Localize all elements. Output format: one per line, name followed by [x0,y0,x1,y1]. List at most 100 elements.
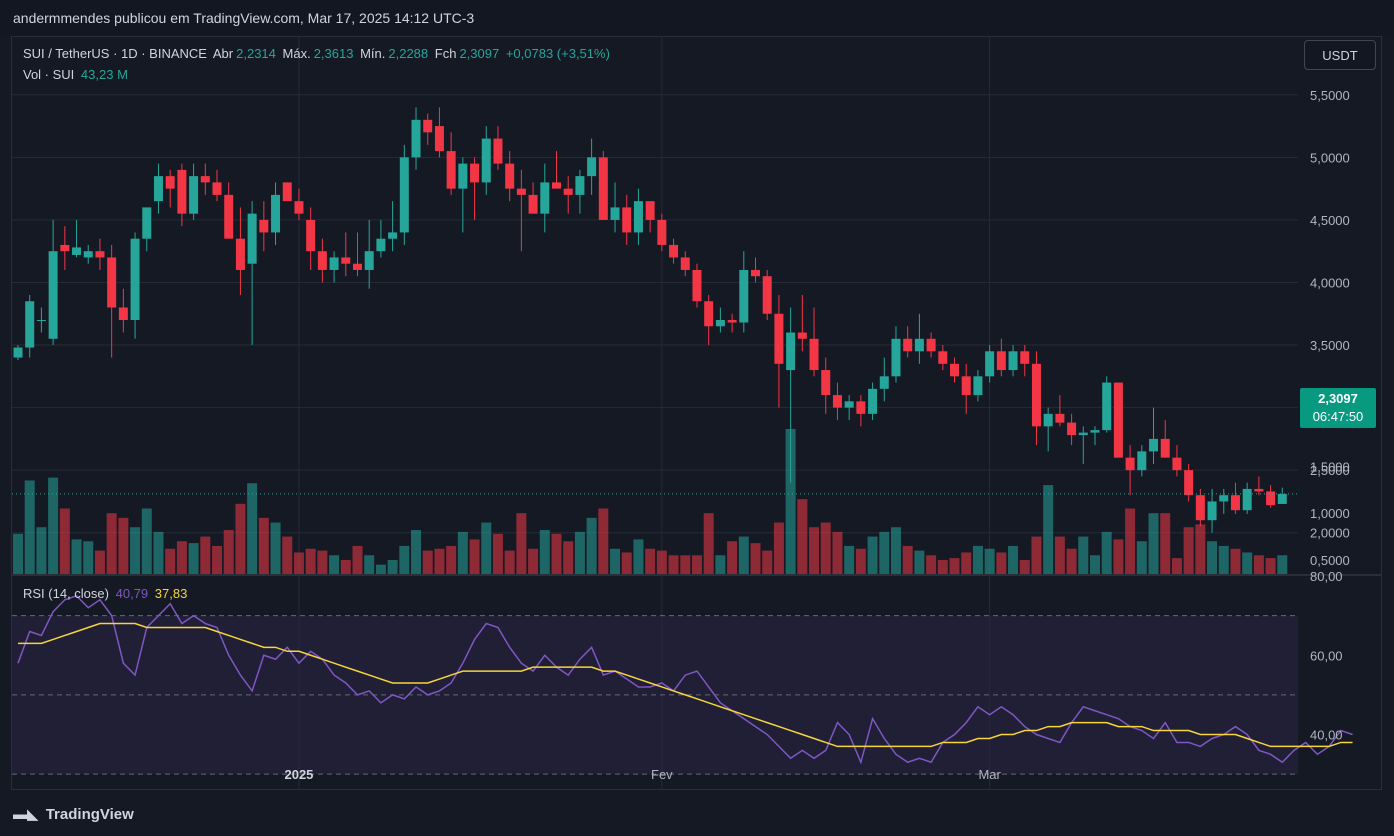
volume-bar [785,428,796,574]
volume-label[interactable]: Vol · SUI [23,67,75,82]
candle-body [434,126,444,152]
candle-body [598,157,608,220]
candle-body [72,247,82,255]
candle-body [1160,438,1170,458]
candle-body [961,376,971,396]
volume-bar [469,539,480,574]
volume-bar [305,548,316,574]
candle-body [364,251,374,270]
candle-body [1254,488,1264,492]
volume-bar [1008,545,1019,574]
volume-bar [188,543,199,574]
volume-bar [48,477,59,574]
candle-body [516,188,526,195]
rsi-label[interactable]: RSI (14, close) [23,586,109,601]
candle-body [271,194,281,233]
volume-bar [528,548,539,574]
candle-body [1113,382,1123,458]
volume-bar [738,536,749,574]
volume-bar [762,550,773,574]
price-tick-label: 5,0000 [1310,150,1350,165]
candle-body [973,376,983,396]
volume-bar [539,530,550,574]
volume-bar [820,522,831,574]
volume-bar [59,508,70,574]
candle-body [1184,470,1194,496]
volume-bar [1277,555,1288,574]
volume-bar [902,545,913,574]
volume-bar [855,548,866,574]
price-tick-label: 3,5000 [1310,338,1350,353]
candle-body [458,163,468,189]
candle-body [36,320,46,322]
time-axis-label: 2025 [284,767,313,782]
candle-body [13,347,23,358]
publish-banner: andermmendes publicou em TradingView.com… [0,0,1394,36]
volume-bar [1043,485,1054,574]
volume-bar [411,530,422,574]
volume-bar [586,517,597,574]
candle-body [704,301,714,327]
price-tick-label: 2,0000 [1310,526,1350,541]
candle-body [1090,430,1100,433]
volume-bar [83,541,94,574]
candle-body [926,338,936,352]
candle-body [762,276,772,314]
volume-bar [1066,548,1077,574]
volume-bar [773,522,784,574]
volume-bar [340,559,351,574]
candle-body [224,194,234,239]
low-label: Mín. [360,46,386,61]
candle-body [411,119,421,158]
candle-body [235,238,245,270]
ohlc-legend: SUI / TetherUS · 1D · BINANCE Abr 2,2314 … [23,46,613,61]
candle-body [153,176,163,202]
volume-bar [293,552,304,574]
volume-bar [235,503,246,574]
footer-brand: ▬◣ TradingView [13,805,134,823]
currency-unit-button[interactable]: USDT [1304,40,1376,70]
bar-countdown: 06:47:50 [1312,409,1364,424]
volume-bar [1148,513,1159,574]
volume-bar [750,543,761,574]
candle-body [1043,413,1053,427]
volume-bar [949,558,960,574]
candle-body [1102,382,1112,431]
candle-body [1067,422,1077,436]
candle-body [715,320,725,327]
close-value: 2,3097 [459,46,500,61]
symbol-title[interactable]: SUI / TetherUS · 1D · BINANCE [23,46,207,61]
volume-bar [352,545,363,574]
candle-body [692,269,702,302]
volume-bar [1207,541,1218,574]
volume-bar [727,541,738,574]
volume-bar [446,545,457,574]
candle-body [1219,495,1229,502]
last-price-value: 2,3097 [1318,391,1358,406]
rsi-legend: RSI (14, close) 40,79 37,83 [23,586,190,601]
volume-bar [106,513,117,574]
high-label: Máx. [282,46,311,61]
change-value: +0,0783 (+3,51%) [505,46,610,61]
candle-body [165,176,175,189]
candle-body [938,351,948,364]
candle-body [856,401,866,414]
candle-body [107,257,117,308]
volume-bar [375,564,386,574]
candle-body [809,338,819,371]
candle-body [376,238,386,252]
volume-bar [691,555,702,574]
volume-bar [1183,527,1194,574]
volume-bar [1125,508,1136,574]
volume-bar [1253,555,1264,574]
volume-bar [890,527,901,574]
volume-bar [1054,536,1065,574]
close-label: Fch [434,46,457,61]
candle-body [505,163,515,189]
volume-tick-label: 1,5000 [1310,459,1350,474]
price-tick-label: 2,5000 [1310,463,1350,478]
tradingview-logo-icon: ▬◣ [13,806,39,823]
volume-bar [809,527,820,574]
candle-body [551,182,561,189]
